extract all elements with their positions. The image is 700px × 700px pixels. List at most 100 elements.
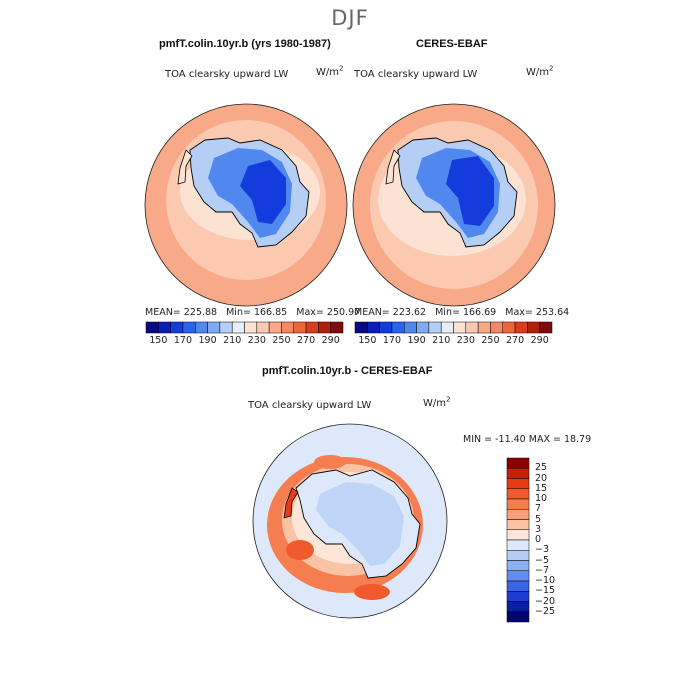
diff-antarctica-interior bbox=[316, 482, 404, 566]
diff-colorbar-label: −20 bbox=[535, 595, 556, 607]
diff-colorbar-swatch bbox=[506, 560, 530, 571]
model-colorbar-swatch bbox=[281, 321, 294, 334]
model-colorbar-swatch bbox=[145, 321, 159, 334]
model-antarctica-high bbox=[240, 160, 286, 224]
diff-colorbar-swatch bbox=[506, 509, 530, 520]
model-colorbar-swatch bbox=[268, 321, 282, 334]
diff-map-frame bbox=[252, 423, 448, 619]
obs-colorbar-swatch bbox=[490, 321, 503, 334]
model-variable-label: TOA clearsky upward LW bbox=[165, 69, 289, 80]
diff-colorbar-swatch bbox=[506, 601, 530, 612]
obs-colorbar-tick-label: 230 bbox=[456, 335, 475, 346]
diff-colorbar-swatch bbox=[506, 580, 530, 592]
model-colorbar-swatch bbox=[195, 321, 208, 334]
diff-colorbar-label: 15 bbox=[535, 482, 548, 494]
model-colorbar-tick-label: 250 bbox=[272, 335, 291, 346]
obs-antarctica-high bbox=[446, 156, 494, 226]
model-colorbar-tick-label: 290 bbox=[321, 335, 340, 346]
diff-colorbar-label: −25 bbox=[535, 605, 556, 617]
model-colorbar-swatch bbox=[182, 321, 196, 334]
obs-colorbar-swatch bbox=[440, 321, 454, 334]
obs-colorbar-swatch bbox=[514, 321, 528, 334]
diff-colorbar-swatch bbox=[506, 488, 530, 500]
obs-units-label: W/m2 bbox=[526, 64, 554, 78]
obs-colorbar bbox=[354, 321, 553, 334]
diff-colorbar-label: −3 bbox=[535, 544, 550, 556]
obs-colorbar-swatch bbox=[354, 321, 368, 334]
obs-colorbar-swatch bbox=[453, 321, 467, 334]
obs-colorbar-swatch bbox=[404, 321, 417, 334]
diff-colorbar-swatch bbox=[506, 519, 530, 530]
diff-colorbar-swatch bbox=[506, 611, 530, 623]
obs-colorbar-swatch bbox=[539, 321, 553, 334]
obs-colorbar-swatch bbox=[416, 321, 430, 334]
model-panel-title: pmfT.colin.10yr.b (yrs 1980-1987) bbox=[159, 38, 331, 50]
model-map-frame bbox=[144, 103, 348, 307]
obs-colorbar-tick-label: 270 bbox=[505, 335, 525, 346]
obs-stats: MEAN= 223.62 Min= 166.69 Max= 253.64 bbox=[354, 307, 570, 318]
model-colorbar-swatch bbox=[219, 321, 233, 334]
diff-units-label: W/m2 bbox=[423, 395, 451, 409]
diff-hotspot-a bbox=[286, 540, 314, 560]
diff-colorbar-swatch bbox=[506, 457, 530, 469]
obs-colorbar-swatch bbox=[465, 321, 479, 334]
obs-colorbar-tick-label: 250 bbox=[481, 335, 500, 346]
model-colorbar-tick-label: 170 bbox=[173, 335, 192, 346]
obs-colorbar-swatch bbox=[367, 321, 380, 334]
obs-colorbar-swatch bbox=[527, 321, 540, 334]
diff-colorbar-label: 25 bbox=[535, 462, 548, 474]
obs-colorbar-tick-label: 210 bbox=[432, 335, 451, 346]
diff-minmax: MIN = -11.40 MAX = 18.79 bbox=[463, 434, 592, 445]
obs-colorbar-swatch bbox=[428, 321, 442, 334]
model-colorbar-swatch bbox=[330, 321, 344, 334]
diff-peninsula bbox=[283, 487, 299, 519]
model-colorbar-swatch bbox=[256, 321, 270, 334]
obs-colorbar-swatch bbox=[502, 321, 516, 334]
model-colorbar-swatch bbox=[293, 321, 307, 334]
diff-colorbar-label: −5 bbox=[535, 554, 550, 566]
obs-colorbar-tick-label: 150 bbox=[358, 335, 377, 346]
diff-colorbar-swatch bbox=[506, 529, 530, 541]
diff-variable-label: TOA clearsky upward LW bbox=[248, 400, 372, 411]
diff-colorbar-label: 3 bbox=[535, 523, 542, 535]
season-title: DJF bbox=[331, 6, 369, 30]
diff-colorbar-label: −15 bbox=[535, 585, 556, 597]
model-colorbar-swatch bbox=[207, 321, 221, 334]
diff-colorbar-swatch bbox=[506, 498, 530, 510]
obs-map-frame bbox=[352, 103, 556, 307]
diff-colorbar-label: 10 bbox=[535, 493, 548, 504]
diff-colorbar-swatch bbox=[506, 550, 530, 561]
diff-colorbar-swatch bbox=[506, 539, 530, 551]
model-stats: MEAN= 225.88 Min= 166.85 Max= 250.97 bbox=[145, 307, 361, 318]
diff-colorbar-label: −7 bbox=[535, 564, 550, 576]
model-colorbar-tick-label: 190 bbox=[198, 335, 217, 346]
model-colorbar-swatch bbox=[158, 321, 171, 334]
diff-colorbar-swatch bbox=[506, 570, 530, 582]
model-colorbar-swatch bbox=[170, 321, 184, 334]
model-colorbar-tick-label: 210 bbox=[223, 335, 242, 346]
diff-hotspot-b bbox=[354, 584, 390, 600]
obs-colorbar-tick-label: 170 bbox=[382, 335, 401, 346]
model-colorbar-swatch bbox=[318, 321, 331, 334]
diff-panel-title: pmfT.colin.10yr.b - CERES-EBAF bbox=[262, 365, 433, 377]
model-colorbar-swatch bbox=[231, 321, 245, 334]
diff-colorbar-label: 0 bbox=[535, 534, 542, 545]
diff-colorbar-label: −10 bbox=[535, 575, 556, 586]
obs-colorbar-tick-label: 290 bbox=[530, 335, 549, 346]
obs-colorbar-swatch bbox=[391, 321, 405, 334]
obs-panel-title: CERES-EBAF bbox=[416, 38, 488, 50]
model-units-label: W/m2 bbox=[316, 64, 344, 78]
model-colorbar-tick-label: 150 bbox=[149, 335, 168, 346]
model-colorbar-swatch bbox=[244, 321, 258, 334]
diff-colorbar-swatch bbox=[506, 468, 530, 479]
diff-colorbar bbox=[506, 457, 530, 623]
obs-peninsula bbox=[385, 149, 401, 185]
model-colorbar-tick-label: 270 bbox=[296, 335, 316, 346]
diff-colorbar-label: 20 bbox=[535, 472, 548, 484]
obs-variable-label: TOA clearsky upward LW bbox=[354, 69, 478, 80]
diff-colorbar-label: 5 bbox=[535, 513, 542, 525]
model-colorbar bbox=[145, 321, 344, 334]
obs-colorbar-swatch bbox=[477, 321, 491, 334]
diff-colorbar-swatch bbox=[506, 478, 530, 489]
